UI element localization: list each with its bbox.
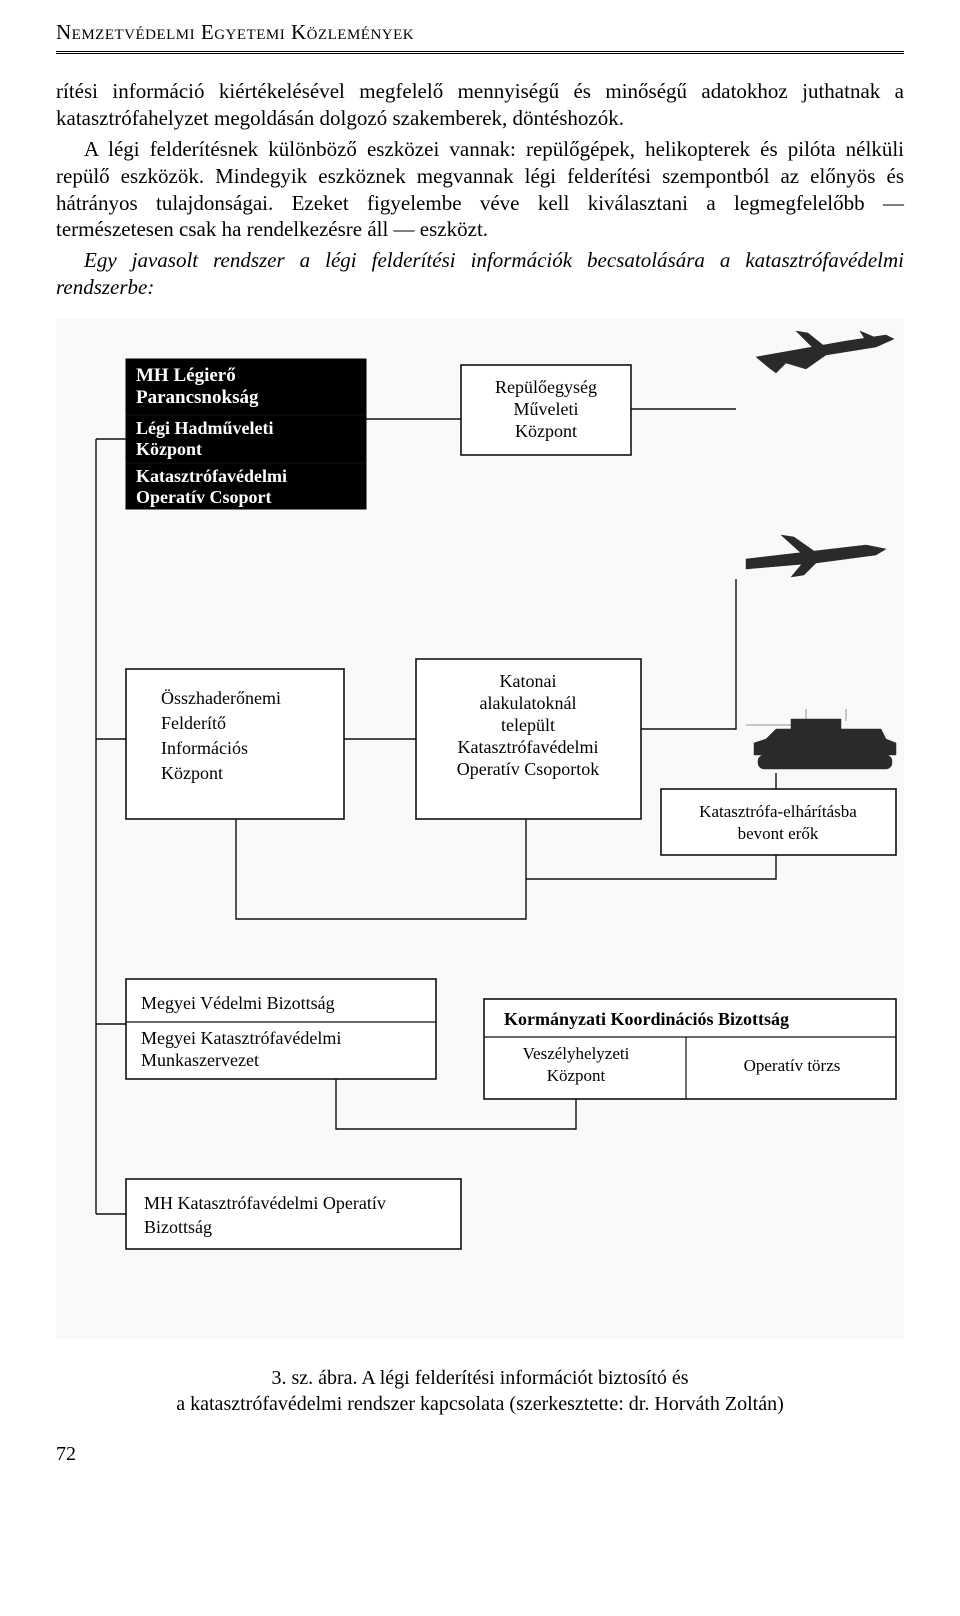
label: Összhaderőnemi [161,688,281,708]
node-mh-operativ [126,1179,461,1249]
caption-line-1: 3. sz. ábra. A légi felderítési informác… [271,1367,688,1389]
label: Kormányzati Koordinációs Bizottság [504,1009,789,1029]
label: Katasztrófavédelmi [458,737,599,757]
label: Műveleti [514,399,579,419]
label: Központ [136,439,202,459]
label: Katonai [500,671,557,691]
paragraph-2: A légi felderítésnek különböző eszközei … [56,136,904,244]
label: Információs [161,738,248,758]
figure-caption: 3. sz. ábra. A légi felderítési informác… [56,1365,904,1417]
edge [236,819,526,919]
running-header: Nemzetvédelmi Egyetemi Közlemények [56,20,904,54]
drone-icon [746,535,886,577]
page: Nemzetvédelmi Egyetemi Közlemények rítés… [0,20,960,1506]
tank-icon [746,709,896,769]
label: MH Katasztrófavédelmi Operatív [144,1193,386,1213]
jet-icon [756,331,894,373]
label: Operatív Csoport [136,487,271,507]
label: Központ [547,1066,606,1085]
label: Légi Hadműveleti [136,418,274,438]
label: Megyei Katasztrófavédelmi [141,1028,341,1048]
label: Központ [515,421,577,441]
label: Megyei Védelmi Bizottság [141,993,335,1013]
label: Katasztrófa-elhárításba [699,802,857,821]
label: Munkaszervezet [141,1050,259,1070]
caption-line-2: a katasztrófavédelmi rendszer kapcsolata… [176,1393,784,1415]
edge [641,579,736,729]
label: Parancsnokság [136,387,259,408]
label: Katasztrófavédelmi [136,466,287,486]
paragraph-3: Egy javasolt rendszer a légi felderítési… [56,247,904,301]
label: Felderítő [161,713,226,733]
label: Veszélyhelyzeti [523,1044,630,1063]
label: alakulatoknál [480,693,577,713]
page-number: 72 [56,1443,904,1466]
label: Központ [161,763,223,783]
label: Repülőegység [495,377,597,397]
node-bevont-erok [661,789,896,855]
label: Bizottság [144,1217,212,1237]
diagram-container: MH Légierő Parancsnokság Légi Hadművelet… [56,319,904,1339]
flowchart-svg: MH Légierő Parancsnokság Légi Hadművelet… [56,319,904,1339]
label: Operatív Csoportok [457,759,599,779]
label: bevont erők [738,824,819,843]
label: MH Légierő [136,365,236,386]
label: Operatív törzs [744,1056,841,1075]
label: települt [501,715,555,735]
paragraph-1: rítési információ kiértékelésével megfel… [56,78,904,132]
